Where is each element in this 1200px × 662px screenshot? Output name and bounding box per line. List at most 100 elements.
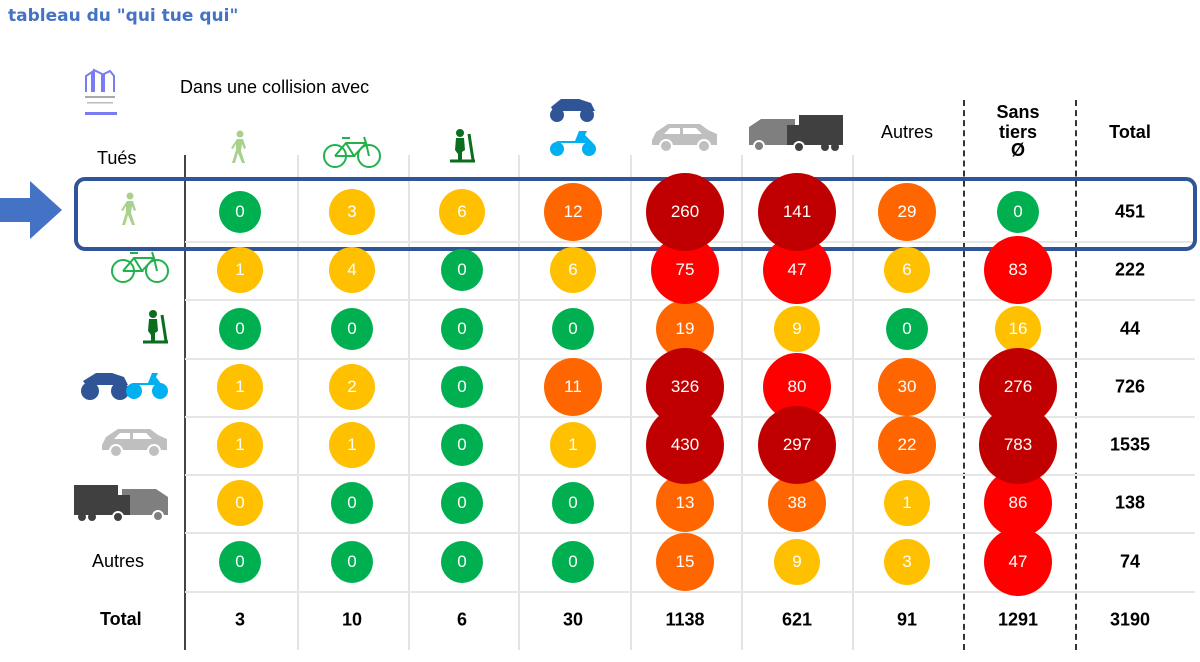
- column-header-scooter-icon: [447, 128, 477, 173]
- column-header-autres: Autres: [847, 122, 967, 142]
- arrow-right-icon: [0, 181, 62, 239]
- count-bubble: 6: [550, 247, 596, 293]
- row-header-car-icon: [100, 425, 170, 464]
- count-bubble: 0: [552, 482, 594, 524]
- column-divider: [408, 155, 410, 650]
- column-divider: [297, 155, 299, 650]
- count-bubble: 0: [552, 308, 594, 350]
- count-bubble: 11: [544, 358, 602, 416]
- count-bubble: 783: [979, 406, 1057, 484]
- count-bubble: 430: [646, 406, 724, 484]
- count-bubble: 0: [886, 308, 928, 350]
- row-header-autres: Autres: [92, 551, 145, 571]
- count-bubble: 47: [984, 528, 1052, 596]
- count-bubble: 141: [758, 173, 836, 251]
- row-total: 74: [1119, 551, 1141, 572]
- count-bubble: 12: [544, 183, 602, 241]
- column-header-label: Total: [1109, 122, 1151, 142]
- column-total: 10: [341, 609, 363, 630]
- column-total: 1138: [665, 609, 705, 630]
- collision-label: Dans une collision avec: [180, 77, 370, 97]
- count-bubble: 15: [656, 533, 714, 591]
- column-divider: [518, 155, 520, 650]
- count-bubble: 1: [217, 422, 263, 468]
- count-bubble: 0: [331, 308, 373, 350]
- dashed-divider: [1075, 100, 1077, 650]
- count-bubble: 3: [884, 539, 930, 585]
- column-header-label: Autres: [880, 122, 934, 142]
- count-bubble: 0: [331, 541, 373, 583]
- count-bubble: 0: [997, 191, 1039, 233]
- row-total: 1535: [1109, 434, 1151, 455]
- row-total: 726: [1114, 376, 1146, 397]
- row-header-scooter-icon: [140, 309, 170, 354]
- totals-row-label: Total: [100, 609, 142, 629]
- statistique-publique-logo: [85, 68, 117, 115]
- count-bubble: 0: [217, 480, 263, 526]
- count-bubble: 297: [758, 406, 836, 484]
- count-bubble: 260: [646, 173, 724, 251]
- killed-label: Tués: [97, 148, 137, 168]
- row-divider: [185, 591, 1195, 593]
- count-bubble: 3: [329, 189, 375, 235]
- count-bubble: 0: [441, 482, 483, 524]
- row-header-divider: [184, 155, 186, 650]
- count-bubble: 16: [995, 306, 1041, 352]
- count-bubble: 0: [441, 308, 483, 350]
- count-bubble: 0: [219, 308, 261, 350]
- count-bubble: 0: [219, 541, 261, 583]
- column-total: 30: [562, 609, 584, 630]
- column-header-sans-tiers: Sans tiers Ø: [958, 102, 1078, 160]
- count-bubble: 22: [878, 416, 936, 474]
- count-bubble: 9: [774, 539, 820, 585]
- count-bubble: 1: [217, 247, 263, 293]
- column-total: 6: [456, 609, 468, 630]
- column-divider: [852, 155, 854, 650]
- count-bubble: 0: [219, 191, 261, 233]
- column-header-total: Total: [1070, 122, 1190, 142]
- count-bubble: 4: [329, 247, 375, 293]
- column-divider: [741, 155, 743, 650]
- count-bubble: 0: [331, 482, 373, 524]
- count-bubble: 83: [984, 236, 1052, 304]
- count-bubble: 0: [441, 541, 483, 583]
- column-total: 3: [234, 609, 246, 630]
- column-header-label: Sans tiers: [996, 102, 1040, 142]
- count-bubble: 29: [878, 183, 936, 241]
- count-bubble: 0: [441, 366, 483, 408]
- column-header-utility-truck-icon: [747, 113, 847, 158]
- row-header-bicycle-icon: [110, 250, 170, 289]
- motorcycle-icon: [547, 95, 599, 128]
- count-bubble: 1: [329, 422, 375, 468]
- row-total: 451: [1114, 201, 1146, 222]
- row-header-utility-truck-icon: [70, 483, 170, 528]
- count-bubble: 0: [552, 541, 594, 583]
- count-bubble: 0: [441, 424, 483, 466]
- moped-icon: [547, 128, 599, 163]
- column-total: 91: [896, 609, 918, 630]
- count-bubble: 2: [329, 364, 375, 410]
- count-bubble: 9: [774, 306, 820, 352]
- row-total: 138: [1114, 492, 1146, 513]
- dashed-divider: [963, 100, 965, 650]
- count-bubble: 6: [884, 247, 930, 293]
- row-header-pedestrian-icon: [115, 192, 145, 233]
- count-bubble: 0: [441, 249, 483, 291]
- column-header-car-icon: [650, 120, 720, 159]
- column-header-pedestrian-icon: [225, 130, 255, 171]
- count-bubble: 1: [217, 364, 263, 410]
- row-total: 44: [1119, 318, 1141, 339]
- grand-total: 3190: [1109, 609, 1151, 630]
- row-total: 222: [1114, 259, 1146, 280]
- highlight-box: [74, 177, 1197, 251]
- column-divider: [630, 155, 632, 650]
- no-third-party-symbol: Ø: [1010, 140, 1025, 160]
- row-header-motorcycle-moped-icon: [78, 367, 170, 406]
- count-bubble: 1: [884, 480, 930, 526]
- page-title: tableau du "qui tue qui": [8, 6, 239, 26]
- column-total: 1291: [997, 609, 1039, 630]
- count-bubble: 30: [878, 358, 936, 416]
- count-bubble: 6: [439, 189, 485, 235]
- column-total: 621: [781, 609, 813, 630]
- column-header-bicycle-icon: [322, 135, 382, 174]
